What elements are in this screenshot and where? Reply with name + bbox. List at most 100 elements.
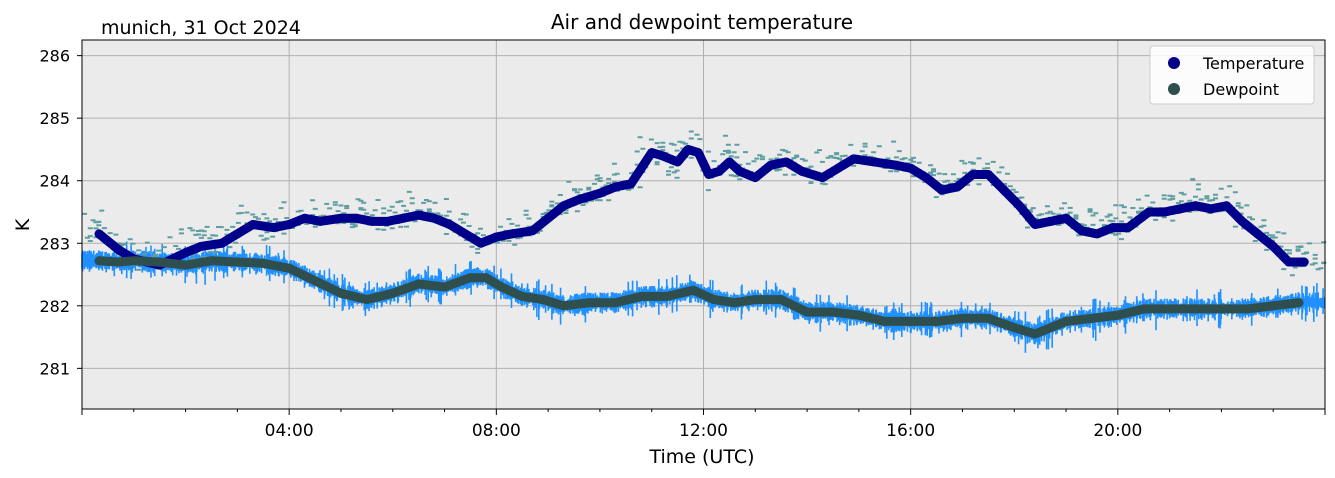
y-tick-label: 282 <box>39 297 70 316</box>
dewpoint-point <box>559 301 569 311</box>
temperature-point <box>693 148 703 158</box>
dewpoint-point <box>1009 323 1019 333</box>
temperature-point <box>94 229 104 239</box>
temperature-point <box>952 182 962 192</box>
dewpoint-point <box>310 276 320 286</box>
temperature-point <box>367 216 377 226</box>
temperature-point <box>636 163 646 173</box>
legend: Temperature Dewpoint <box>1149 45 1315 105</box>
temperature-point <box>507 229 517 239</box>
dewpoint-point <box>1087 313 1097 323</box>
legend-temperature-marker <box>1168 57 1180 69</box>
dewpoint-point <box>1113 310 1123 320</box>
legend-dewpoint-label: Dewpoint <box>1203 80 1279 99</box>
temperature-point <box>1092 229 1102 239</box>
temperature-point <box>284 220 294 229</box>
temperature-point <box>445 220 455 229</box>
y-tick-label: 286 <box>39 47 70 66</box>
dewpoint-point <box>414 279 424 289</box>
dewpoint-point <box>206 256 216 266</box>
temperature-point <box>315 216 325 226</box>
dewpoint-point <box>585 298 595 308</box>
dewpoint-point <box>1030 329 1040 339</box>
dewpoint-point <box>932 316 942 326</box>
dewpoint-point <box>94 256 104 266</box>
dewpoint-point <box>880 316 890 326</box>
dewpoint-point <box>181 260 191 270</box>
dewpoint-point <box>388 288 398 298</box>
dewpoint-point <box>1268 301 1278 311</box>
temperature-point <box>1268 241 1278 251</box>
temperature-point <box>491 232 501 242</box>
temperature-point <box>1014 201 1024 211</box>
temperature-point <box>1206 204 1216 214</box>
temperature-point <box>1077 226 1087 236</box>
dewpoint-point <box>129 256 139 266</box>
temperature-point <box>890 160 900 170</box>
temperature-point <box>595 188 605 198</box>
temperature-point <box>833 163 843 173</box>
temperature-point <box>460 229 470 239</box>
temperature-point <box>657 151 667 161</box>
temperature-point <box>1299 257 1309 267</box>
temperature-point <box>196 241 206 251</box>
temperature-point <box>724 157 734 167</box>
temperature-point <box>113 245 123 255</box>
temperature-point <box>647 148 657 158</box>
y-axis-label: K <box>12 218 34 231</box>
dewpoint-point <box>1242 304 1252 314</box>
y-tick-label: 281 <box>39 359 70 378</box>
temperature-point <box>797 166 807 176</box>
temperature-point <box>983 169 993 179</box>
y-tick-label: 284 <box>39 172 70 191</box>
temperature-point <box>1046 216 1056 226</box>
temperature-point <box>1123 223 1133 233</box>
dewpoint-point <box>517 291 527 301</box>
dewpoint-line <box>94 256 1304 339</box>
temperature-point <box>414 210 424 220</box>
temperature-point <box>248 220 258 229</box>
temperature-point <box>1108 223 1118 233</box>
temperature-point <box>999 185 1009 195</box>
temperature-point <box>181 248 191 258</box>
x-axis: 04:00 08:00 12:00 16:00 20:00 <box>81 409 1326 441</box>
temperature-point <box>921 173 931 183</box>
dewpoint-point <box>1165 304 1175 314</box>
temperature-point <box>1175 204 1185 214</box>
dewpoint-point <box>258 258 268 268</box>
temperature-line <box>94 145 1309 270</box>
temperature-point <box>1284 257 1294 267</box>
x-tick-label: 12:00 <box>679 421 728 441</box>
temperature-point <box>351 213 361 223</box>
temperature-point <box>818 173 828 183</box>
dewpoint-point <box>709 295 719 305</box>
temperature-point <box>1144 207 1154 217</box>
y-axis: 281 282 283 284 285 286 <box>39 47 82 378</box>
dewpoint-point <box>1061 316 1071 326</box>
temperature-point <box>968 169 978 179</box>
temperature-point <box>849 154 859 164</box>
temperature-point <box>1253 229 1263 239</box>
legend-temperature-label: Temperature <box>1202 54 1304 73</box>
temperature-point <box>1191 201 1201 211</box>
dewpoint-point <box>497 282 507 292</box>
dewpoint-point <box>465 273 475 283</box>
temperature-point <box>704 169 714 179</box>
dewpoint-point <box>538 295 548 305</box>
temperature-point <box>750 173 760 183</box>
temperature-point <box>683 144 693 154</box>
temperature-point <box>1222 201 1232 211</box>
temperature-point <box>429 213 439 223</box>
dewpoint-point <box>730 298 740 308</box>
dewpoint-point <box>828 307 838 317</box>
dewpoint-point <box>802 307 812 317</box>
dewpoint-point <box>750 295 760 305</box>
x-tick-label: 16:00 <box>886 421 935 441</box>
temperature-point <box>1030 220 1040 229</box>
dewpoint-point <box>362 295 372 305</box>
temperature-point <box>1159 207 1169 217</box>
dewpoint-point <box>1139 304 1149 314</box>
temperature-point <box>781 157 791 167</box>
dewpoint-point <box>440 282 450 292</box>
